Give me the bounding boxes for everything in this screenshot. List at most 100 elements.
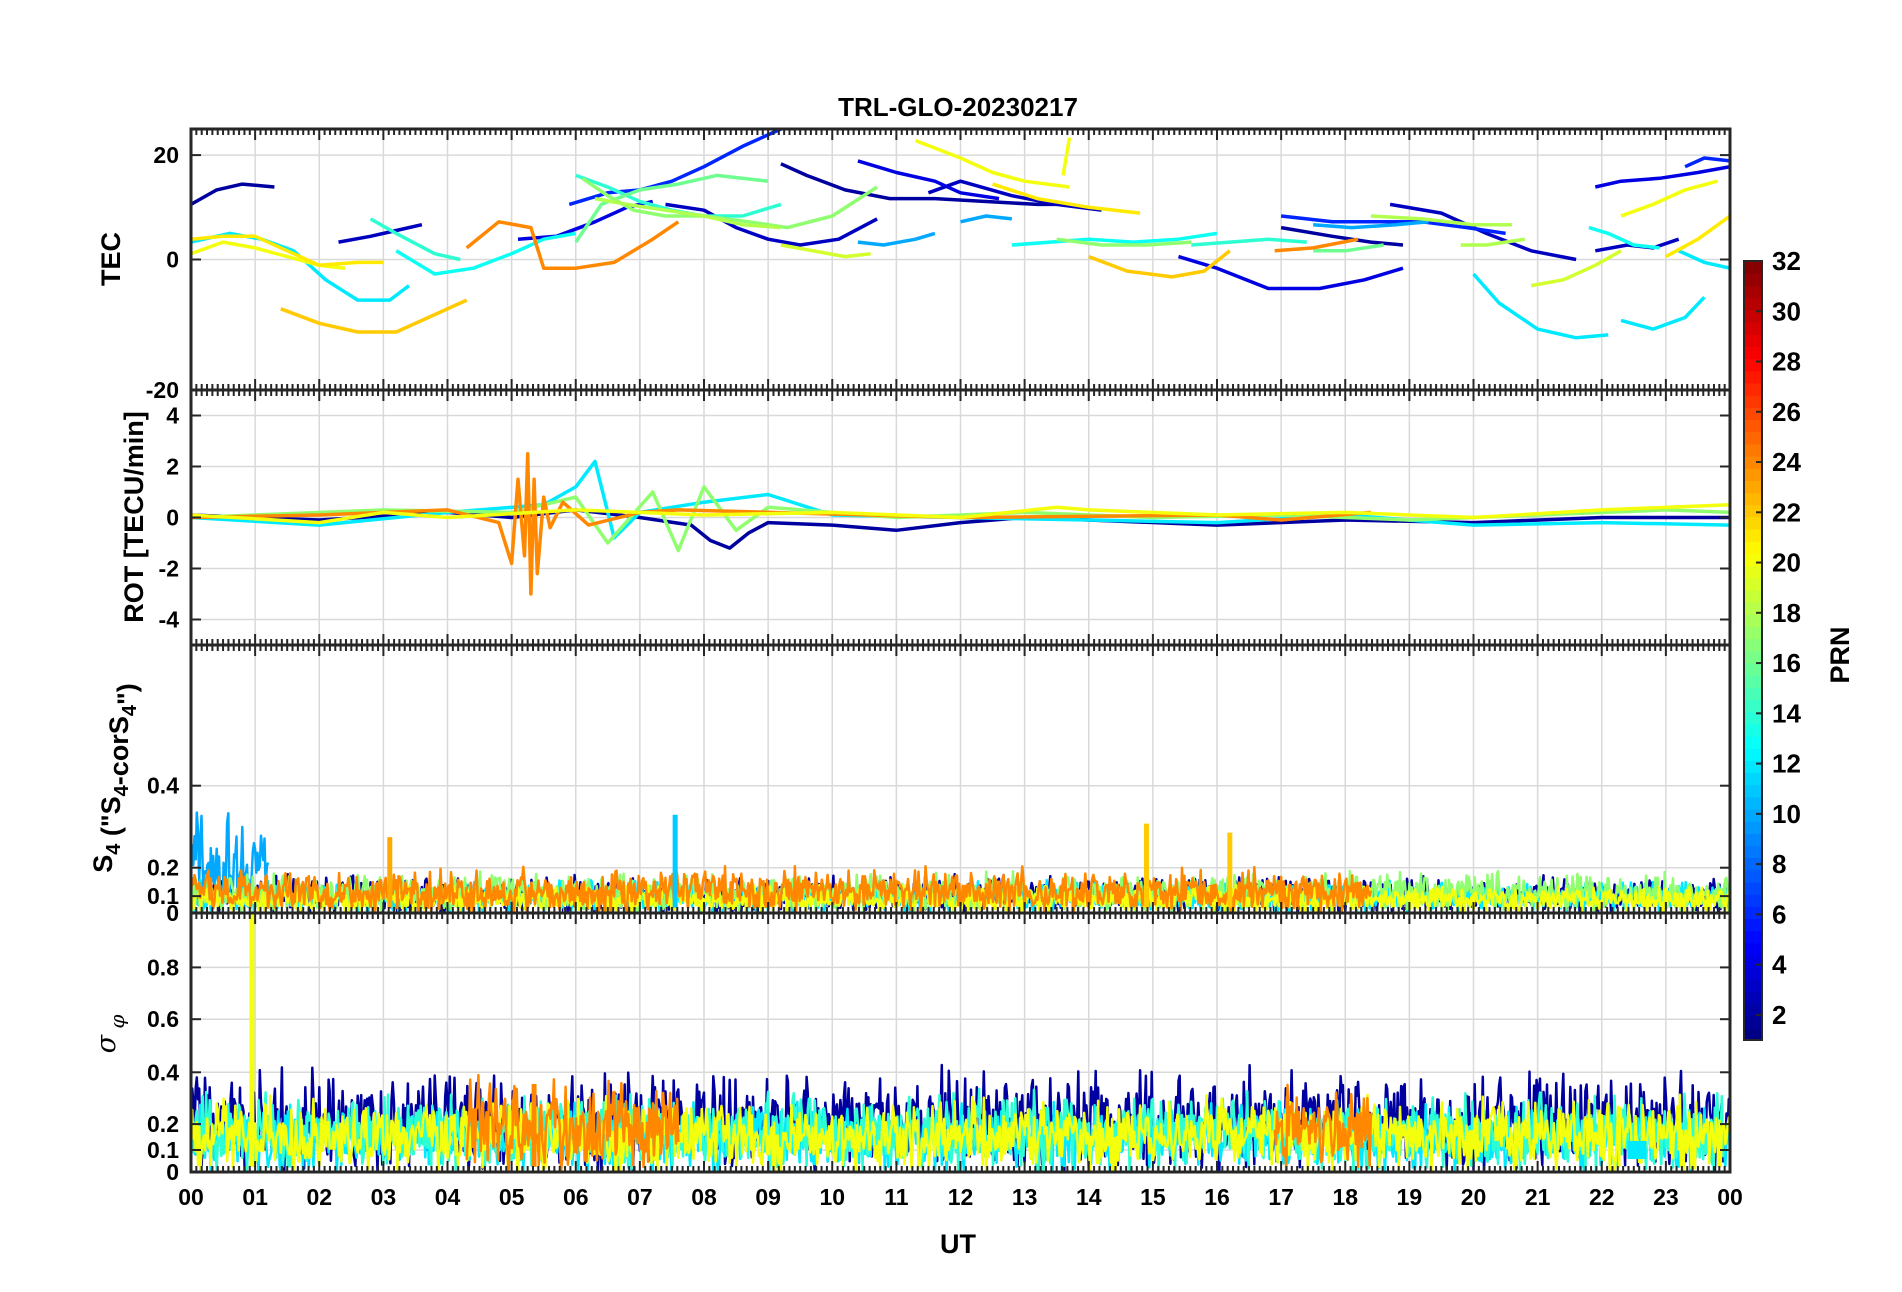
- series-prn-6: [568, 129, 782, 207]
- colorbar-label: PRN: [1825, 626, 1855, 683]
- x-tick-label: 20: [1461, 1184, 1487, 1210]
- colorbar-swatch: [1744, 528, 1762, 542]
- colorbar-tick-label: 18: [1772, 598, 1801, 628]
- series-prn-21: [992, 182, 1141, 215]
- y-tick-label: 0.4: [147, 773, 179, 799]
- colorbar-swatch: [1744, 285, 1762, 299]
- colorbar-swatch: [1744, 711, 1762, 725]
- y-tick-label: 0.1: [147, 883, 179, 909]
- x-tick-label: 23: [1653, 1184, 1679, 1210]
- chart-title: TRL-GLO-20230217: [838, 92, 1078, 122]
- colorbar-swatch: [1744, 504, 1762, 518]
- x-tick-label: 13: [1012, 1184, 1038, 1210]
- colorbar-tick-label: 6: [1772, 899, 1786, 929]
- series-prn-4: [857, 159, 1000, 201]
- y-tick-label: 0: [166, 505, 179, 531]
- y-axis-label: TEC: [96, 232, 126, 286]
- series-prn-17: [191, 485, 1730, 553]
- colorbar-swatch: [1744, 297, 1762, 311]
- x-tick-label: 22: [1589, 1184, 1615, 1210]
- y-axis-label: σ φ: [91, 1015, 129, 1054]
- series-prn-19: [1530, 249, 1622, 288]
- y-tick-label: 0.8: [147, 954, 179, 980]
- panel-1: -20 0 20 TEC: [96, 127, 1732, 403]
- colorbar-swatch: [1744, 893, 1762, 907]
- colorbar-swatch: [1744, 687, 1762, 700]
- y-tick-label: -2: [159, 556, 179, 582]
- colorbar-swatch: [1744, 321, 1762, 335]
- y-axis-label: S4 ("S4-corS4"): [88, 683, 142, 873]
- y-tick-label: 0.4: [147, 1059, 179, 1085]
- colorbar-swatch: [1744, 954, 1762, 968]
- colorbar-swatch: [1744, 869, 1762, 883]
- series-prn-18: [1370, 214, 1512, 227]
- colorbar-swatch: [1744, 358, 1762, 372]
- series-prn-18: [1460, 237, 1526, 247]
- series-prn-12: [191, 231, 411, 302]
- series-prn-24: [1274, 237, 1359, 253]
- panel-1-data: [191, 129, 1730, 340]
- series-prn-19: [780, 243, 871, 259]
- colorbar-swatch: [1744, 723, 1762, 737]
- y-axis-label: ROT [TECU/min]: [119, 411, 149, 622]
- series-prn-12: [1677, 249, 1730, 270]
- x-tick-label: 04: [435, 1184, 461, 1210]
- colorbar-swatch: [1744, 273, 1762, 287]
- series-prn-4: [1177, 254, 1404, 291]
- series-prn-10: [857, 231, 936, 247]
- colorbar-swatch: [1744, 979, 1762, 993]
- colorbar-swatch: [1744, 808, 1762, 822]
- colorbar-swatch: [1744, 930, 1762, 944]
- x-axis-ticks: 00 01 02 03 04 05 06 07 08 09 10 11 12 13 14 15 16 17 18 19…: [178, 1184, 1743, 1210]
- y-tick-label: 2: [166, 454, 179, 480]
- colorbar-tick-label: 28: [1772, 347, 1801, 377]
- panel-3: 00.10.2 0.4S4 ("S4-corS4"): [88, 643, 1732, 926]
- colorbar-tick-label: 26: [1772, 397, 1801, 427]
- colorbar-swatch: [1744, 261, 1762, 274]
- series-prn-21: [1665, 214, 1730, 259]
- colorbar-swatch: [1744, 650, 1762, 664]
- series-prn-6: [1280, 214, 1506, 236]
- x-tick-label: 17: [1268, 1184, 1294, 1210]
- series-prn-22: [1088, 249, 1231, 279]
- y-tick-label: 0.2: [147, 855, 179, 881]
- y-tick-label: 4: [166, 403, 179, 429]
- series-prn-13: [395, 231, 577, 276]
- colorbar-swatch: [1744, 334, 1762, 347]
- x-tick-label: 05: [499, 1184, 525, 1210]
- series-prn-10: [1313, 220, 1429, 230]
- colorbar-swatch: [1744, 516, 1762, 530]
- series-prn-4: [1594, 164, 1730, 189]
- series-prn-16: [574, 173, 769, 244]
- panel-2-data: [191, 452, 1730, 596]
- colorbar-swatch: [1744, 845, 1762, 859]
- series-prn-2: [780, 162, 1057, 207]
- colorbar-swatch: [1744, 735, 1762, 749]
- y-tick-label: -20: [146, 377, 179, 403]
- x-tick-label: 10: [819, 1184, 845, 1210]
- colorbar-swatch: [1744, 541, 1762, 554]
- colorbar-swatch: [1744, 760, 1762, 773]
- colorbar-tick-label: 20: [1772, 548, 1801, 578]
- colorbar-swatch: [1744, 906, 1762, 920]
- x-tick-label: 08: [691, 1184, 717, 1210]
- colorbar-swatch: [1744, 991, 1762, 1005]
- series-prn-16: [1313, 243, 1384, 253]
- colorbar-tick-label: 32: [1772, 246, 1801, 276]
- colorbar-tick-label: 10: [1772, 799, 1801, 829]
- colorbar-swatch: [1744, 1003, 1762, 1017]
- colorbar-swatch: [1744, 346, 1762, 360]
- x-tick-label: 19: [1397, 1184, 1423, 1210]
- band-prn-20: [191, 1093, 1730, 1172]
- x-tick-label: 16: [1204, 1184, 1230, 1210]
- dip-prn-12: [1627, 1140, 1647, 1160]
- y-tick-label: 0.6: [147, 1006, 179, 1032]
- series-prn-20: [1061, 137, 1072, 176]
- x-tick-label: 09: [755, 1184, 781, 1210]
- colorbar-swatch: [1744, 480, 1762, 494]
- colorbar-swatch: [1744, 820, 1762, 834]
- colorbar-swatch: [1744, 918, 1762, 932]
- colorbar-swatch: [1744, 857, 1762, 871]
- x-tick-label: 21: [1525, 1184, 1551, 1210]
